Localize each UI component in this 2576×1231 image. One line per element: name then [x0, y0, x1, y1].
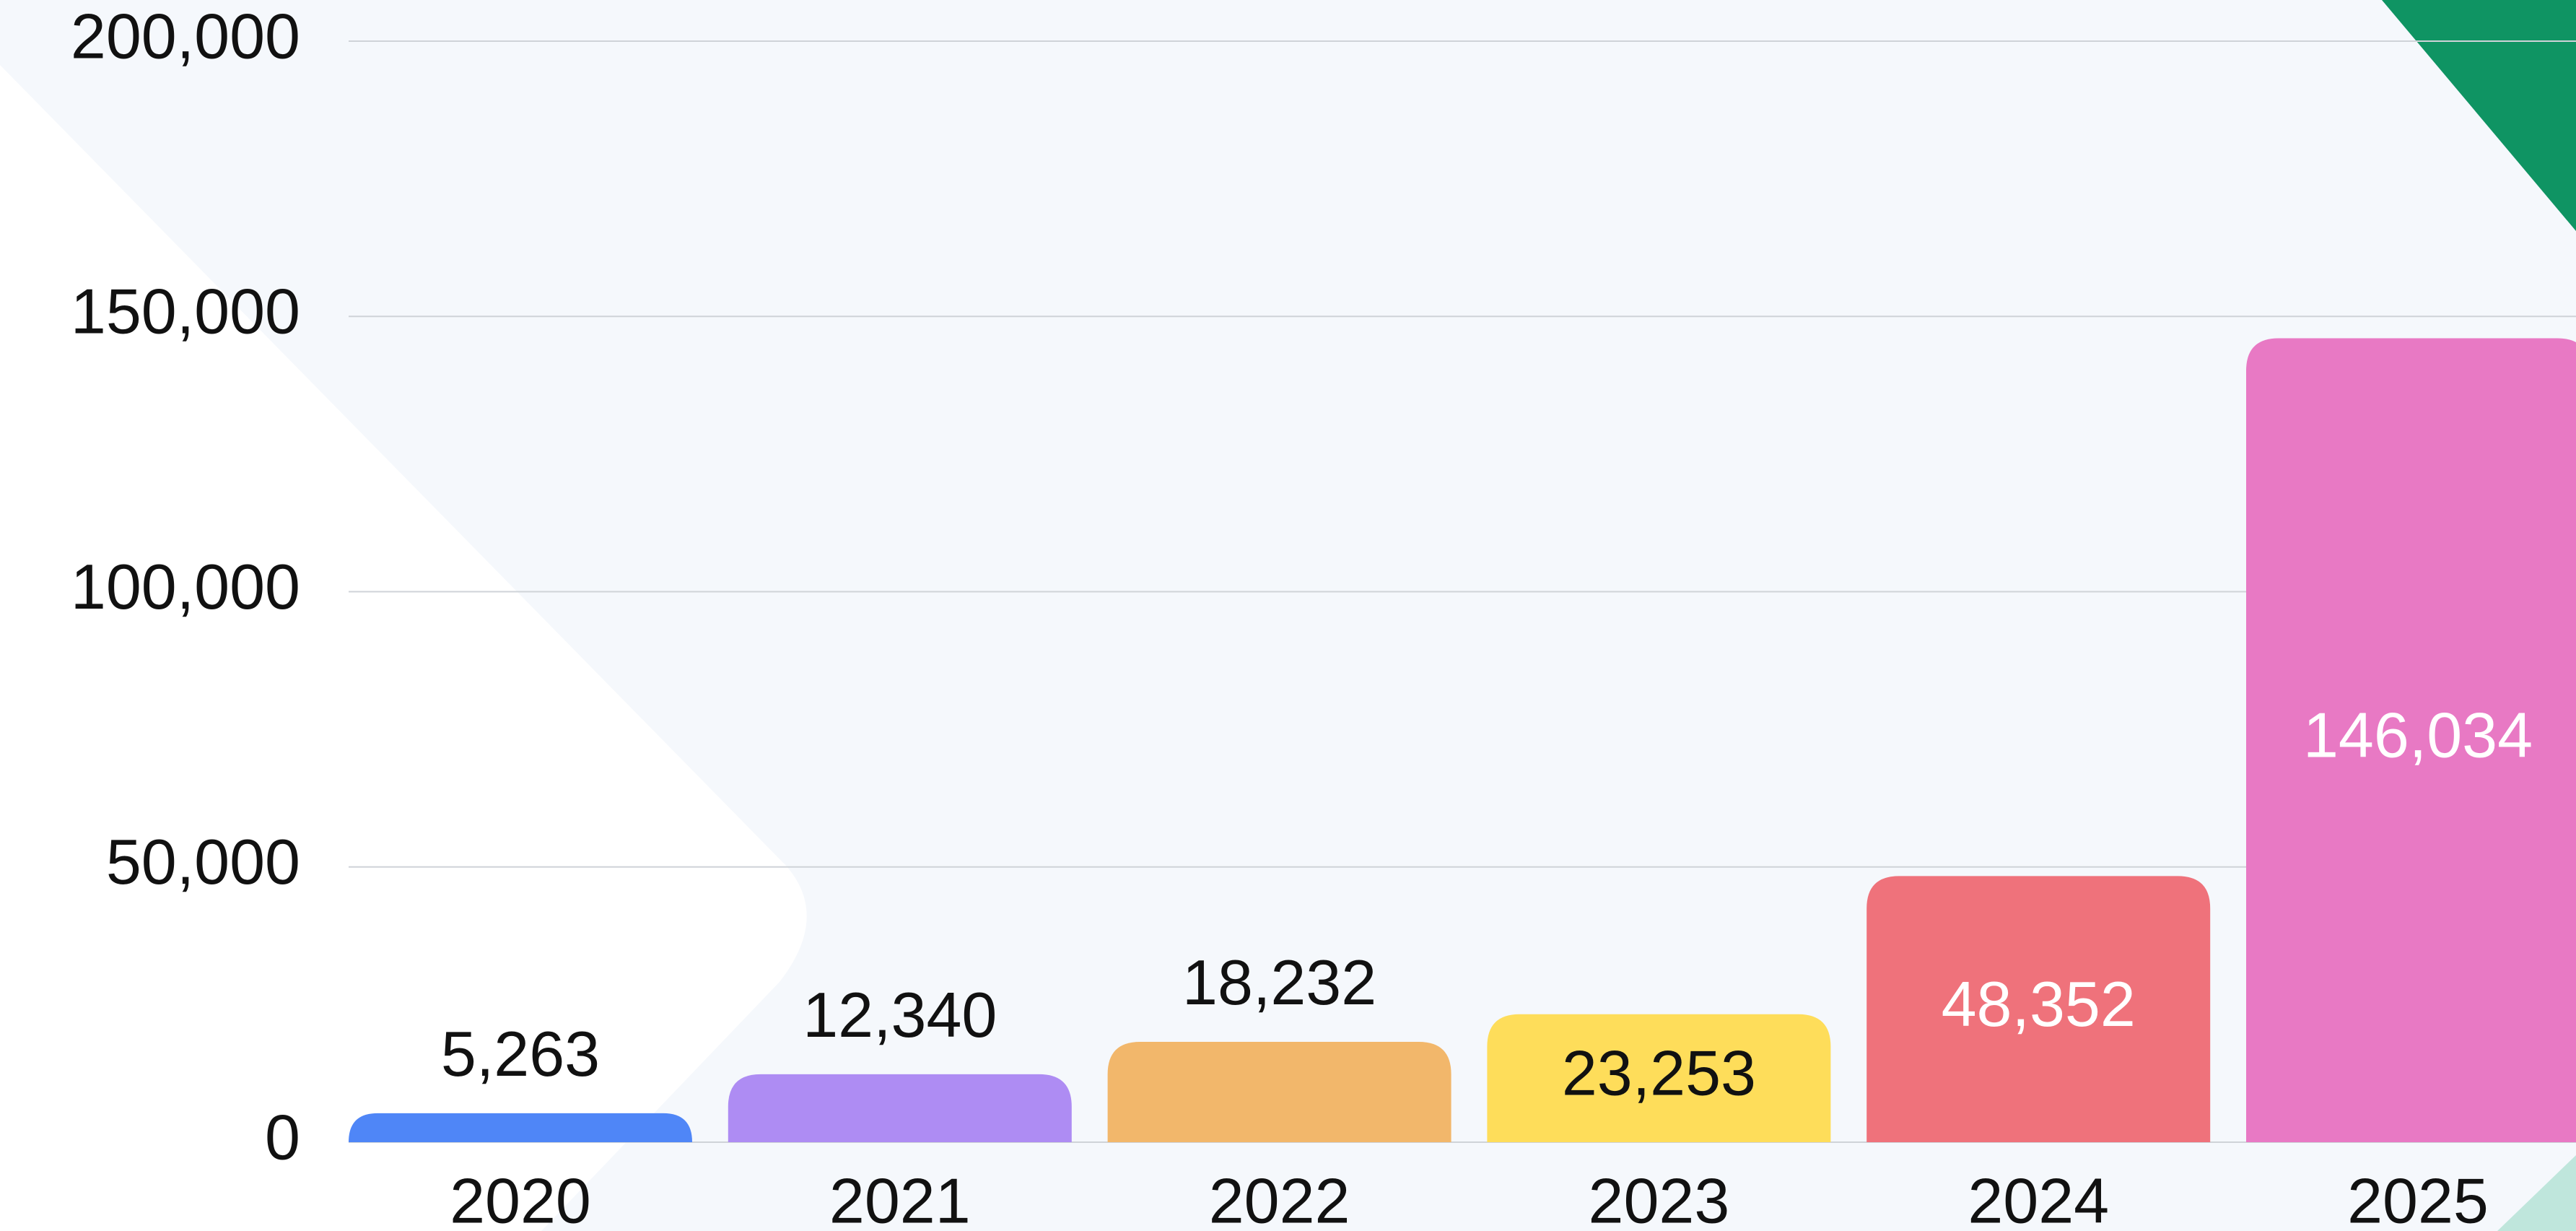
x-tick-label: 2023	[1589, 1165, 1730, 1231]
chart: 0 50,000 100,000 150,000 200,000 5,263 2020 12,…	[0, 0, 2576, 1231]
value-label: 48,352	[1942, 968, 2136, 1040]
y-tick-label: 200,000	[71, 0, 300, 71]
x-tick-label: 2020	[450, 1165, 591, 1231]
bar	[1108, 1042, 1451, 1142]
x-tick-label: 2021	[829, 1165, 971, 1231]
value-label: 12,340	[803, 979, 997, 1051]
value-label: 18,232	[1182, 947, 1376, 1018]
value-label: 23,253	[1562, 1038, 1756, 1109]
y-tick-label: 100,000	[71, 551, 300, 622]
y-tick-label: 0	[265, 1101, 300, 1173]
page: 0 50,000 100,000 150,000 200,000 5,263 2020 12,…	[0, 0, 2576, 1231]
x-tick-label: 2022	[1209, 1165, 1350, 1231]
value-label: 146,034	[2303, 699, 2533, 770]
bar	[349, 1113, 692, 1142]
y-tick-label: 150,000	[71, 276, 300, 347]
x-tick-label: 2025	[2347, 1165, 2489, 1231]
bar	[728, 1074, 1072, 1142]
value-label: 5,263	[441, 1018, 600, 1089]
x-tick-label: 2024	[1968, 1165, 2109, 1231]
y-tick-label: 50,000	[106, 826, 300, 897]
